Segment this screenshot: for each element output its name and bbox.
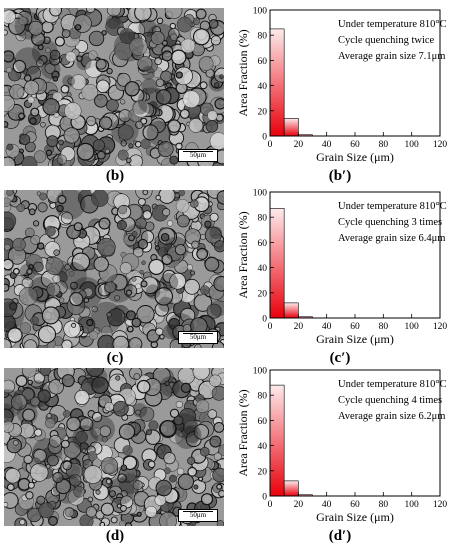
x-tick-label: 120	[433, 500, 448, 510]
scale-bar: 50μm	[178, 331, 218, 344]
y-tick-label: 20	[258, 289, 268, 299]
chart-label-d: (d′)	[328, 528, 352, 544]
micrograph-label-b: (b)	[105, 168, 125, 184]
scale-bar: 50μm	[178, 149, 218, 162]
scale-bar-label: 50μm	[189, 151, 207, 159]
x-tick-label: 80	[379, 322, 389, 332]
scale-bar-label: 50μm	[189, 511, 207, 519]
y-tick-label: 20	[258, 107, 268, 117]
x-tick-label: 40	[322, 322, 332, 332]
x-axis-label: Grain Size (μm)	[316, 510, 394, 524]
micrograph-label-d: (d)	[105, 528, 125, 544]
chart-annotation: Cycle quenching twice	[338, 35, 435, 46]
histogram-bar	[283, 302, 299, 319]
micrograph-b: 50μm	[4, 8, 224, 166]
y-tick-label: 80	[258, 392, 268, 402]
y-tick-label: 80	[258, 214, 268, 224]
y-tick-label: 40	[258, 442, 268, 452]
x-tick-label: 120	[433, 322, 448, 332]
chart-annotation: Under temperature 810°C	[338, 201, 447, 212]
x-tick-label: 100	[405, 140, 420, 150]
chart-annotation: Average grain size 6.2μm	[338, 411, 445, 422]
x-tick-label: 120	[433, 140, 448, 150]
histogram-bar	[269, 208, 285, 319]
x-axis-label: Grain Size (μm)	[316, 332, 394, 346]
x-axis-label: Grain Size (μm)	[316, 150, 394, 164]
histogram-bar	[283, 118, 299, 137]
x-tick-label: 20	[294, 500, 304, 510]
y-axis-label: Area Fraction (%)	[236, 389, 250, 476]
histogram-c: 0 20 40 60 80 100 120 0 20 40 60 80 100 Grain Size (μ…	[236, 189, 448, 347]
y-tick-label: 20	[258, 467, 268, 477]
y-tick-label: 80	[258, 32, 268, 42]
x-tick-label: 100	[405, 500, 420, 510]
chart-annotation: Under temperature 810°C	[338, 379, 447, 390]
y-tick-label: 60	[258, 239, 268, 249]
y-tick-label: 40	[258, 82, 268, 92]
x-tick-label: 40	[322, 500, 332, 510]
chart-annotation: Average grain size 7.1μm	[338, 51, 445, 62]
grain-texture	[4, 190, 224, 348]
x-tick-label: 80	[379, 500, 389, 510]
x-tick-label: 40	[322, 140, 332, 150]
x-tick-label: 20	[294, 140, 304, 150]
micrograph-d: 50μm	[4, 368, 224, 526]
y-tick-label: 60	[258, 417, 268, 427]
y-axis-label: Area Fraction (%)	[236, 29, 250, 116]
y-tick-label: 100	[253, 367, 268, 377]
x-tick-label: 0	[268, 500, 273, 510]
micrograph-label-c: (c)	[106, 350, 124, 366]
y-tick-label: 100	[253, 7, 268, 17]
histogram-d: 0 20 40 60 80 100 120 0 20 40 60 80 100 Grain Size (μ…	[236, 367, 448, 525]
chart-annotation: Under temperature 810°C	[338, 19, 447, 30]
y-axis-label: Area Fraction (%)	[236, 211, 250, 298]
x-tick-label: 20	[294, 322, 304, 332]
micrograph-c: 50μm	[4, 190, 224, 348]
x-tick-label: 0	[268, 322, 273, 332]
chart-label-b: (b′)	[328, 168, 352, 184]
x-tick-label: 60	[350, 500, 360, 510]
histogram-bar	[269, 28, 285, 137]
chart-annotation: Average grain size 6.4μm	[338, 233, 445, 244]
x-tick-label: 0	[268, 140, 273, 150]
chart-annotation: Cycle quenching 4 times	[338, 395, 442, 406]
x-tick-label: 60	[350, 140, 360, 150]
histogram-bar	[283, 480, 299, 497]
y-tick-label: 60	[258, 57, 268, 67]
y-tick-label: 40	[258, 264, 268, 274]
scale-bar: 50μm	[178, 509, 218, 522]
histogram-b: 0 20 40 60 80 100 120 0 20 40 60 80 100 Grain Size (μ…	[236, 7, 448, 165]
chart-annotation: Cycle quenching 3 times	[338, 217, 442, 228]
y-tick-label: 100	[253, 189, 268, 199]
y-tick-label: 0	[262, 133, 267, 143]
x-tick-label: 60	[350, 322, 360, 332]
scale-bar-label: 50μm	[189, 333, 207, 341]
x-tick-label: 100	[405, 322, 420, 332]
histogram-bar	[269, 384, 285, 497]
grain-texture	[4, 8, 224, 166]
grain-texture	[4, 368, 224, 526]
y-tick-label: 0	[262, 493, 267, 503]
chart-label-c: (c′)	[329, 350, 351, 366]
x-tick-label: 80	[379, 140, 389, 150]
y-tick-label: 0	[262, 315, 267, 325]
